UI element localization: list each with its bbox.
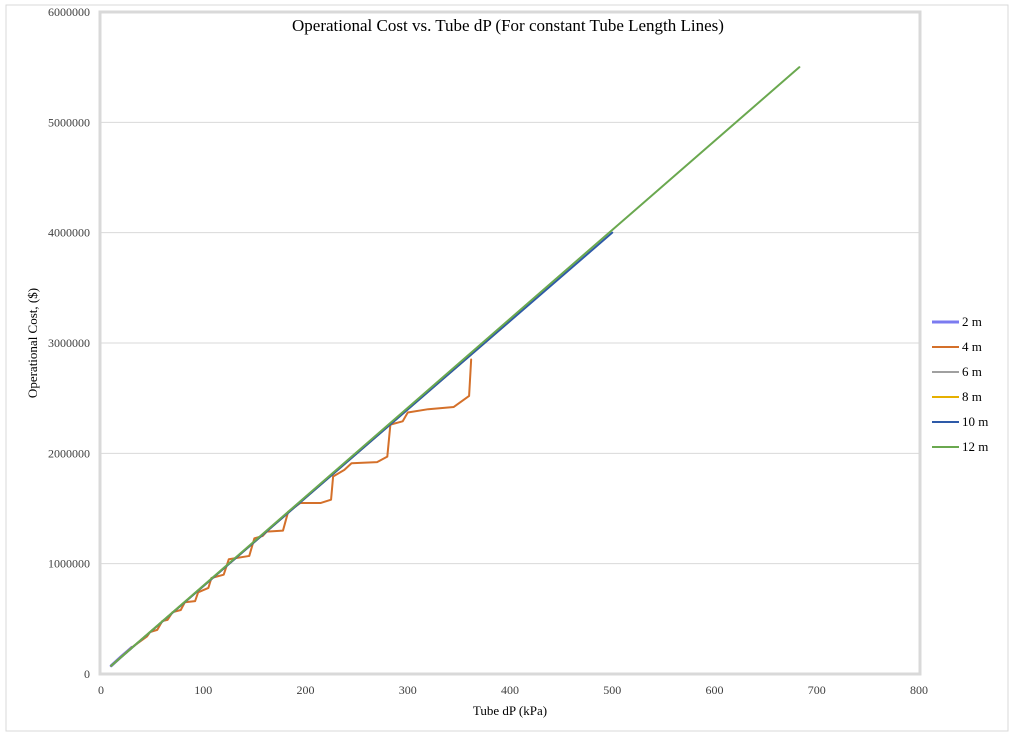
y-axis-ticks: 0 1000000 2000000 3000000 4000000 5000000 6000… — [48, 5, 90, 681]
y-tick-label: 6000000 — [48, 5, 90, 19]
y-tick-label: 3000000 — [48, 336, 90, 350]
x-tick-label: 200 — [297, 683, 315, 697]
legend-label: 12 m — [962, 439, 988, 454]
y-tick-label: 0 — [84, 667, 90, 681]
legend-label: 2 m — [962, 314, 982, 329]
x-tick-label: 300 — [399, 683, 417, 697]
legend: 2 m 4 m 6 m 8 m 10 m 12 m — [932, 314, 988, 454]
x-tick-label: 800 — [910, 683, 928, 697]
y-tick-label: 4000000 — [48, 226, 90, 240]
x-tick-label: 100 — [194, 683, 212, 697]
y-tick-label: 1000000 — [48, 557, 90, 571]
x-axis-title: Tube dP (kPa) — [473, 703, 547, 718]
y-axis-title: Operational Cost, ($) — [25, 288, 40, 398]
x-axis-ticks: 0 100 200 300 400 500 600 700 800 — [98, 683, 928, 697]
x-tick-label: 600 — [706, 683, 724, 697]
chart-area-border — [5, 4, 1009, 732]
series-lines — [109, 66, 801, 668]
chart-title: Operational Cost vs. Tube dP (For consta… — [292, 16, 724, 35]
y-tick-label: 2000000 — [48, 446, 90, 460]
x-tick-label: 500 — [603, 683, 621, 697]
gridlines — [101, 121, 919, 565]
series-line-12m — [110, 66, 801, 667]
legend-label: 10 m — [962, 414, 988, 429]
legend-label: 6 m — [962, 364, 982, 379]
legend-label: 4 m — [962, 339, 982, 354]
legend-label: 8 m — [962, 389, 982, 404]
x-tick-label: 700 — [808, 683, 826, 697]
x-tick-label: 0 — [98, 683, 104, 697]
plot-area-border — [98, 10, 922, 676]
y-tick-label: 5000000 — [48, 115, 90, 129]
x-tick-label: 400 — [501, 683, 519, 697]
